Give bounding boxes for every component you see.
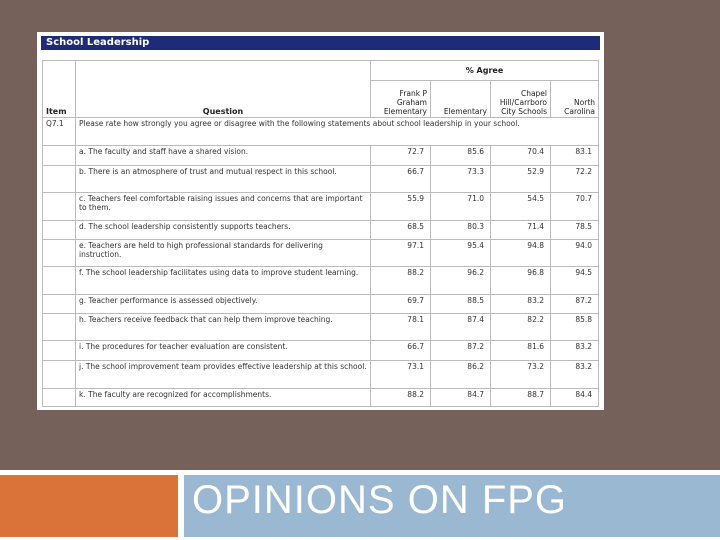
question-cell: b. There is an atmosphere of trust and m… [75, 165, 371, 193]
value-cell: 80.3 [430, 220, 491, 240]
value-cell: 84.7 [430, 388, 491, 407]
value-cell: 70.7 [549, 192, 600, 221]
value-cell: 94.0 [549, 239, 600, 267]
value-cell: 73.3 [430, 165, 491, 193]
value-cell: 95.4 [430, 239, 491, 267]
value-cell: 83.1 [549, 145, 600, 166]
column-header: Elementary [430, 80, 491, 118]
item-cell [42, 388, 76, 407]
value-cell: 78.1 [370, 313, 431, 341]
value-cell: 73.1 [370, 360, 431, 389]
value-cell: 86.2 [430, 360, 491, 389]
item-cell [42, 294, 76, 314]
value-cell: 88.5 [430, 294, 491, 314]
value-cell: 66.7 [370, 165, 431, 193]
value-cell: 83.2 [490, 294, 551, 314]
value-cell: 83.2 [549, 360, 600, 389]
table: Item Question% Agree Frank P Graham Elemen… [42, 60, 600, 407]
item-cell [42, 165, 76, 193]
header-row: Item Question% Agree [42, 60, 600, 118]
item-cell [42, 239, 76, 267]
value-cell: 81.6 [490, 340, 551, 361]
value-cell: 78.5 [549, 220, 600, 240]
value-cell: 83.2 [549, 340, 600, 361]
table-title: School Leadership [41, 36, 600, 50]
value-cell: 88.2 [370, 266, 431, 295]
value-cell: 88.7 [490, 388, 551, 407]
value-cell: 71.4 [490, 220, 551, 240]
value-cell: 94.8 [490, 239, 551, 267]
question-cell: f. The school leadership facilitates usi… [75, 266, 371, 295]
value-cell: 88.2 [370, 388, 431, 407]
value-cell: 71.0 [430, 192, 491, 221]
value-cell: 97.1 [370, 239, 431, 267]
value-cell: 96.8 [490, 266, 551, 295]
data-row: d. The school leadership consistently su… [42, 220, 600, 240]
value-cell: 69.7 [370, 294, 431, 314]
question-cell: i. The procedures for teacher evaluation… [75, 340, 371, 361]
value-cell: 73.2 [490, 360, 551, 389]
question-cell: d. The school leadership consistently su… [75, 220, 371, 240]
value-cell: 52.9 [490, 165, 551, 193]
value-cell: 87.2 [430, 340, 491, 361]
value-cell: 84.4 [549, 388, 600, 407]
table-screenshot: School Leadership Item Question% Agree Fra… [37, 32, 604, 410]
value-cell: 68.5 [370, 220, 431, 240]
column-header: North Carolina [549, 80, 600, 118]
value-cell: 96.2 [430, 266, 491, 295]
item-cell [42, 192, 76, 221]
question-cell: j. The school improvement team provides … [75, 360, 371, 389]
item-cell [42, 145, 76, 166]
data-row: i. The procedures for teacher evaluation… [42, 340, 600, 361]
question-cell: h. Teachers receive feedback that can he… [75, 313, 371, 341]
data-row: c. Teachers feel comfortable raising iss… [42, 192, 600, 221]
data-row: b. There is an atmosphere of trust and m… [42, 165, 600, 193]
value-cell: 85.8 [549, 313, 600, 341]
column-header: Chapel Hill/Carrboro City Schools [490, 80, 551, 118]
value-cell: 72.7 [370, 145, 431, 166]
slide-title: OPINIONS ON FPG [192, 478, 568, 522]
question-cell: e. Teachers are held to high professiona… [75, 239, 371, 267]
item-cell [42, 220, 76, 240]
intro-cell: Please rate how strongly you agree or di… [74, 117, 600, 146]
value-cell: 66.7 [370, 340, 431, 361]
item-cell [42, 360, 76, 389]
item-cell: Q7.1 [42, 117, 76, 146]
title-band [184, 475, 720, 537]
data-row: e. Teachers are held to high professiona… [42, 239, 600, 267]
value-cell: 87.2 [549, 294, 600, 314]
value-cell: 94.5 [549, 266, 600, 295]
value-cell: 82.2 [490, 313, 551, 341]
question-cell: k. The faculty are recognized for accomp… [75, 388, 371, 407]
data-row: h. Teachers receive feedback that can he… [42, 313, 600, 341]
data-row: j. The school improvement team provides … [42, 360, 600, 389]
question-cell: a. The faculty and staff have a shared v… [75, 145, 371, 166]
header-row: Frank P Graham Elementary Elementary Chape… [43, 80, 600, 118]
item-header: Item [42, 60, 76, 118]
value-cell: 70.4 [490, 145, 551, 166]
data-row: f. The school leadership facilitates usi… [42, 266, 600, 295]
question-header: Question [75, 60, 371, 118]
question-cell: g. Teacher performance is assessed objec… [75, 294, 371, 314]
value-cell: 55.9 [370, 192, 431, 221]
item-cell [42, 266, 76, 295]
group-header: % Agree [369, 60, 600, 81]
data-row: a. The faculty and staff have a shared v… [42, 145, 600, 166]
value-cell: 72.2 [549, 165, 600, 193]
value-cell: 87.4 [430, 313, 491, 341]
question-cell: c. Teachers feel comfortable raising iss… [75, 192, 371, 221]
accent-block [0, 475, 178, 537]
data-row: g. Teacher performance is assessed objec… [42, 294, 600, 314]
data-row: k. The faculty are recognized for accomp… [42, 388, 600, 407]
item-cell [42, 313, 76, 341]
value-cell: 54.5 [490, 192, 551, 221]
item-cell [42, 340, 76, 361]
column-header: Frank P Graham Elementary [370, 80, 431, 118]
intro-row: Q7.1 Please rate how strongly you agree o… [42, 117, 600, 146]
value-cell: 85.6 [430, 145, 491, 166]
